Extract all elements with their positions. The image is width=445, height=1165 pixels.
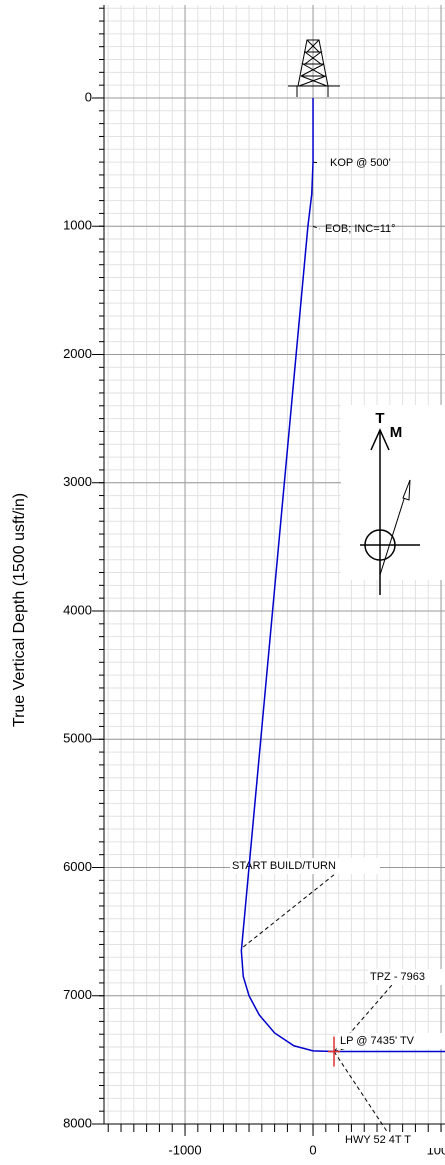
y-tick-label: 3000 (63, 474, 92, 489)
annotation: HWY 52 4T T (345, 1134, 411, 1146)
y-tick-label: 5000 (63, 731, 92, 746)
label-bg (343, 1132, 445, 1148)
annotation: TPZ - 7963 (370, 971, 425, 983)
label-bg (368, 969, 445, 985)
leader-line (312, 161, 321, 164)
x-tick-label: 0 (309, 1142, 316, 1157)
x-tick-label: -1000 (168, 1142, 201, 1157)
true-north-arrow (370, 428, 390, 451)
y-axis-label: True Vertical Depth (1500 usft/in) (11, 493, 28, 727)
annotation: EOB; INC=11° (325, 223, 396, 235)
magnetic-north-label: M (390, 424, 403, 441)
y-tick-label: 4000 (63, 602, 92, 617)
y-tick-label: 1000 (63, 218, 92, 233)
magnetic-arrow (402, 479, 411, 501)
annotation: KOP @ 500' (330, 157, 391, 169)
well-path (240, 97, 445, 1053)
y-tick-label: 6000 (63, 859, 92, 874)
label-bg (338, 1033, 445, 1049)
rig-icon (288, 39, 340, 97)
compass (360, 428, 420, 595)
y-tick-label: 0 (85, 89, 92, 104)
annotation: START BUILD/TURN (232, 860, 336, 872)
compass-box (341, 405, 445, 580)
leader-line (312, 225, 321, 230)
y-tick-label: 2000 (63, 346, 92, 361)
leader-line (333, 1051, 389, 1134)
rig-bracing (298, 39, 327, 87)
label-bg (230, 858, 380, 874)
leader-line (242, 865, 346, 948)
y-tick-label: 7000 (63, 987, 92, 1002)
true-north-label: T (375, 410, 384, 427)
annotation: LP @ 7435' TV (340, 1035, 415, 1047)
y-tick-label: 8000 (63, 1115, 92, 1130)
